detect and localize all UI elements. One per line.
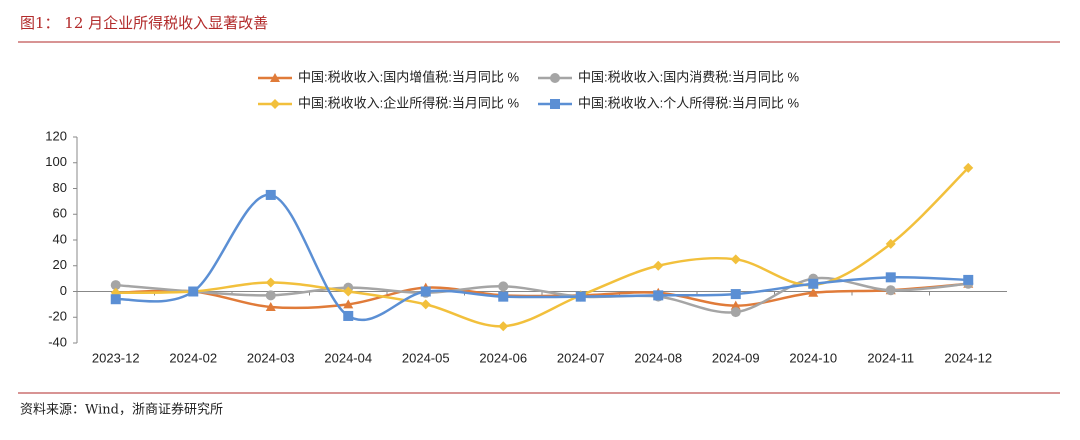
y-tick-label: 0 <box>60 283 67 298</box>
marker <box>550 99 560 109</box>
legend-label: 中国:税收收入:企业所得税:当月同比 % <box>298 95 519 110</box>
marker <box>730 254 741 265</box>
marker <box>110 294 121 305</box>
x-tick-label: 2023-12 <box>92 350 140 365</box>
x-tick-label: 2024-03 <box>247 350 295 365</box>
marker <box>420 286 431 297</box>
marker <box>653 290 664 301</box>
y-tick-label: 20 <box>53 257 67 272</box>
x-tick-label: 2024-04 <box>324 350 372 365</box>
marker <box>808 278 819 289</box>
marker <box>885 238 896 249</box>
x-tick-label: 2024-02 <box>169 350 217 365</box>
x-tick-label: 2024-12 <box>944 350 992 365</box>
marker <box>730 289 741 300</box>
marker <box>885 272 896 283</box>
marker <box>343 299 354 309</box>
legend-label: 中国:税收收入:国内增值税:当月同比 % <box>298 69 519 84</box>
marker <box>498 281 509 292</box>
x-tick-label: 2024-08 <box>634 350 682 365</box>
marker <box>420 299 431 310</box>
x-tick-label: 2024-06 <box>479 350 527 365</box>
y-tick-label: 100 <box>45 154 67 169</box>
marker <box>265 189 276 200</box>
marker <box>730 307 741 318</box>
x-tick-label: 2024-11 <box>867 350 914 365</box>
y-tick-label: 80 <box>53 180 67 195</box>
x-tick-label: 2024-09 <box>712 350 760 365</box>
marker <box>653 260 664 271</box>
marker <box>270 99 280 109</box>
marker <box>963 162 974 173</box>
marker <box>188 286 199 297</box>
marker <box>265 277 276 288</box>
chart-title: 图1： 12 月企业所得税收入显著改善 <box>20 14 268 32</box>
marker <box>270 73 280 82</box>
marker <box>498 291 509 302</box>
marker <box>343 310 354 321</box>
y-tick-label: 120 <box>45 128 67 143</box>
marker <box>265 290 276 301</box>
marker <box>550 73 560 83</box>
y-tick-label: 40 <box>53 231 67 246</box>
y-tick-label: -20 <box>48 309 67 324</box>
marker <box>575 291 586 302</box>
legend-label: 中国:税收收入:国内消费税:当月同比 % <box>578 69 799 84</box>
x-tick-label: 2024-05 <box>402 350 450 365</box>
source: 资料来源：Wind，浙商证券研究所 <box>20 402 223 418</box>
marker <box>110 280 121 291</box>
marker <box>343 286 354 297</box>
marker <box>963 274 974 285</box>
x-tick-label: 2024-07 <box>557 350 605 365</box>
y-tick-label: -40 <box>48 334 67 349</box>
x-tick-label: 2024-10 <box>789 350 837 365</box>
marker <box>498 321 509 332</box>
marker <box>885 285 896 296</box>
y-tick-label: 60 <box>53 206 67 221</box>
marker <box>265 301 276 311</box>
marker <box>808 287 819 297</box>
legend-label: 中国:税收收入:个人所得税:当月同比 % <box>578 95 799 110</box>
marker <box>730 300 741 310</box>
